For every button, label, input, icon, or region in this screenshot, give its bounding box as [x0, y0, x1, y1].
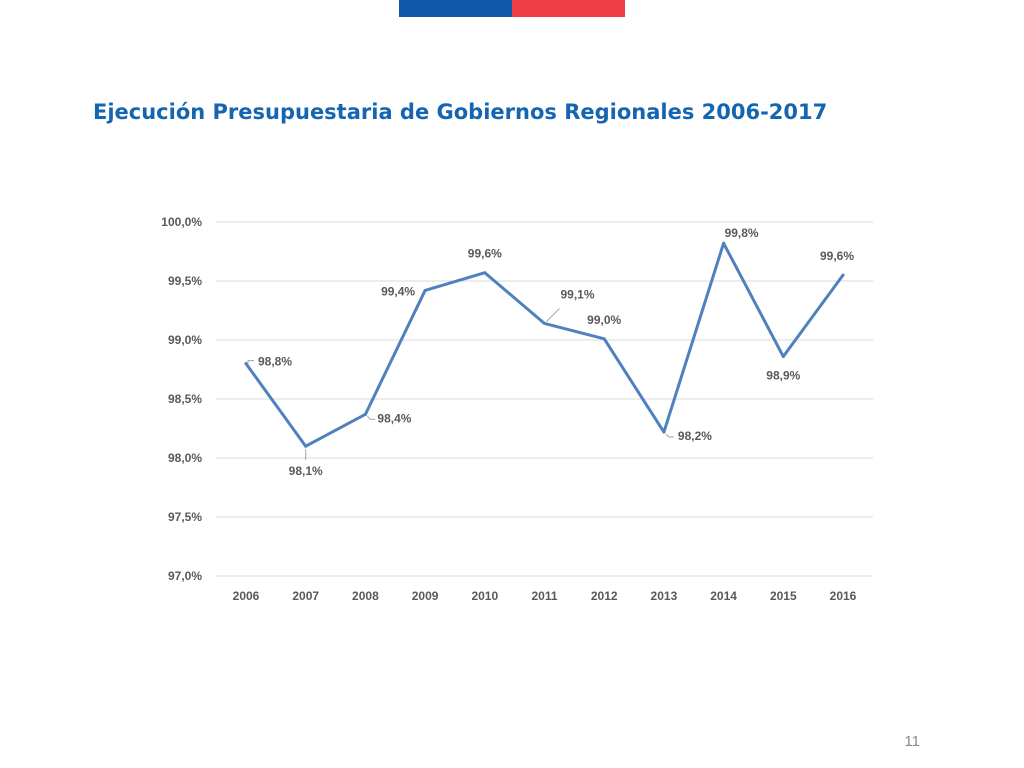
- y-tick-label: 97,0%: [168, 569, 202, 583]
- series-layer: [244, 241, 845, 448]
- y-axis-tick-labels: 97,0% 97,5% 98,0% 98,5% 99,0% 99,5% 100,0%: [161, 215, 202, 583]
- data-label: 99,8%: [725, 226, 759, 240]
- x-tick-label: 2014: [710, 589, 737, 603]
- y-tick-label: 98,0%: [168, 451, 202, 465]
- y-tick-label: 98,5%: [168, 392, 202, 406]
- x-tick-label: 2006: [233, 589, 260, 603]
- data-point: [483, 271, 487, 275]
- x-tick-label: 2011: [531, 589, 557, 603]
- y-tick-label: 99,0%: [168, 333, 202, 347]
- data-point: [423, 288, 427, 292]
- data-point: [602, 337, 606, 341]
- data-point: [662, 430, 666, 434]
- data-point: [841, 273, 845, 277]
- x-tick-label: 2007: [292, 589, 319, 603]
- flag-bar: [399, 0, 625, 17]
- leader-line: [247, 360, 254, 364]
- flag-blue-stripe: [399, 0, 512, 17]
- leader-line: [367, 415, 376, 420]
- data-label: 99,6%: [468, 247, 502, 261]
- data-label: 98,9%: [766, 369, 800, 383]
- x-tick-label: 2013: [651, 589, 678, 603]
- x-tick-label: 2012: [591, 589, 618, 603]
- y-tick-label: 100,0%: [161, 215, 202, 229]
- y-tick-label: 97,5%: [168, 510, 202, 524]
- data-point: [244, 362, 248, 366]
- data-label: 98,4%: [377, 411, 411, 425]
- gridlines: [216, 221, 873, 577]
- data-label: 99,0%: [587, 313, 621, 327]
- x-axis-tick-labels: 2006 2007 2008 2009 2010 2011 2012 2013 2014 2015…: [233, 589, 857, 603]
- y-tick-label: 99,5%: [168, 274, 202, 288]
- leader-line: [546, 308, 560, 322]
- leader-line: [665, 433, 674, 438]
- flag-red-stripe: [512, 0, 625, 17]
- slide-title: Ejecución Presupuestaria de Gobiernos Re…: [93, 100, 828, 124]
- data-label: 98,2%: [678, 429, 712, 443]
- series-line: [244, 241, 845, 448]
- data-point: [722, 241, 726, 245]
- data-point: [543, 321, 546, 325]
- x-tick-label: 2016: [830, 589, 857, 603]
- x-tick-label: 2010: [471, 589, 498, 603]
- data-label: 98,8%: [258, 355, 292, 369]
- x-tick-label: 2015: [770, 589, 797, 603]
- data-labels: 98,8% 98,1% 98,4% 99,4% 99,6% 99,1% 99,0% 98,2%…: [258, 226, 854, 478]
- x-tick-label: 2008: [352, 589, 379, 603]
- data-label: 99,1%: [561, 287, 595, 301]
- data-label: 98,1%: [289, 464, 323, 478]
- data-label-leader-lines: [247, 308, 674, 461]
- page-number: 11: [904, 733, 920, 750]
- x-tick-label: 2009: [412, 589, 439, 603]
- data-label: 99,4%: [381, 284, 415, 298]
- data-point: [781, 355, 785, 359]
- data-point: [363, 412, 367, 416]
- data-label: 99,6%: [820, 249, 854, 263]
- data-point: [304, 444, 308, 448]
